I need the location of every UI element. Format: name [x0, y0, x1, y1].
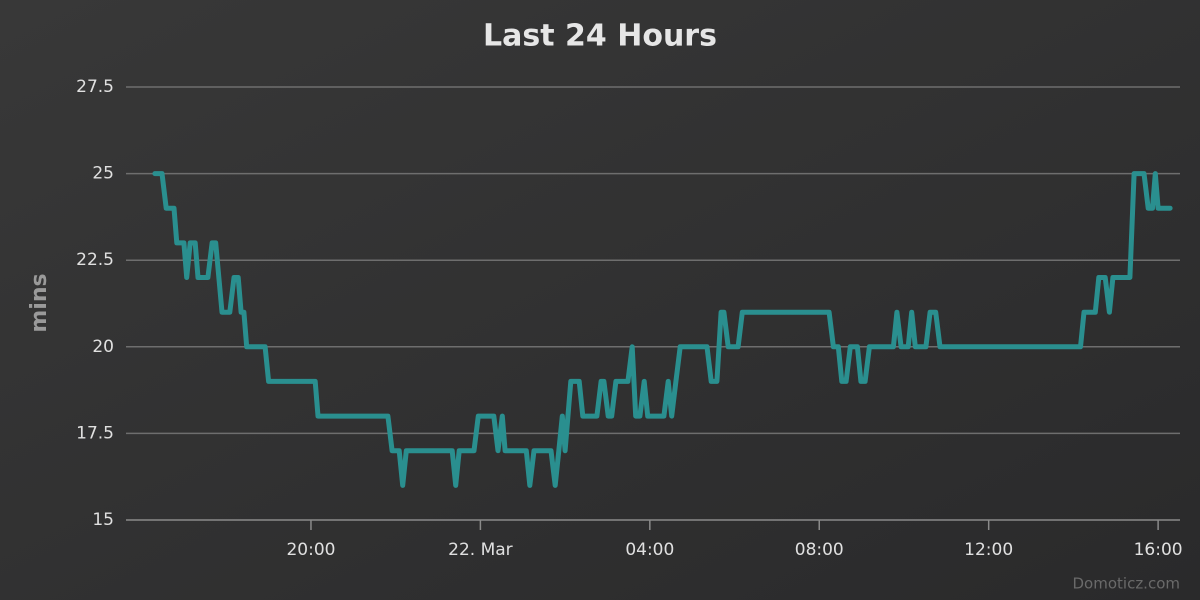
x-tick-label: 16:00	[1134, 540, 1183, 560]
data-line	[152, 171, 1173, 488]
y-tick-label: 15	[92, 510, 114, 530]
y-tick-label: 27.5	[76, 77, 114, 97]
credit: Domoticz.com	[1073, 575, 1181, 593]
x-tick-label: 08:00	[795, 540, 844, 560]
x-tick-label: 22. Mar	[448, 540, 513, 560]
y-axis-title: mins	[27, 273, 52, 332]
y-tick-label: 22.5	[76, 250, 114, 270]
y-tick-label: 20	[92, 337, 114, 357]
x-tick-label: 04:00	[625, 540, 674, 560]
x-tick-label: 12:00	[964, 540, 1013, 560]
x-tick-label: 20:00	[286, 540, 335, 560]
y-tick-label: 25	[92, 164, 114, 184]
y-tick-label: 17.5	[76, 423, 114, 443]
chart-title: Last 24 Hours	[483, 19, 717, 54]
